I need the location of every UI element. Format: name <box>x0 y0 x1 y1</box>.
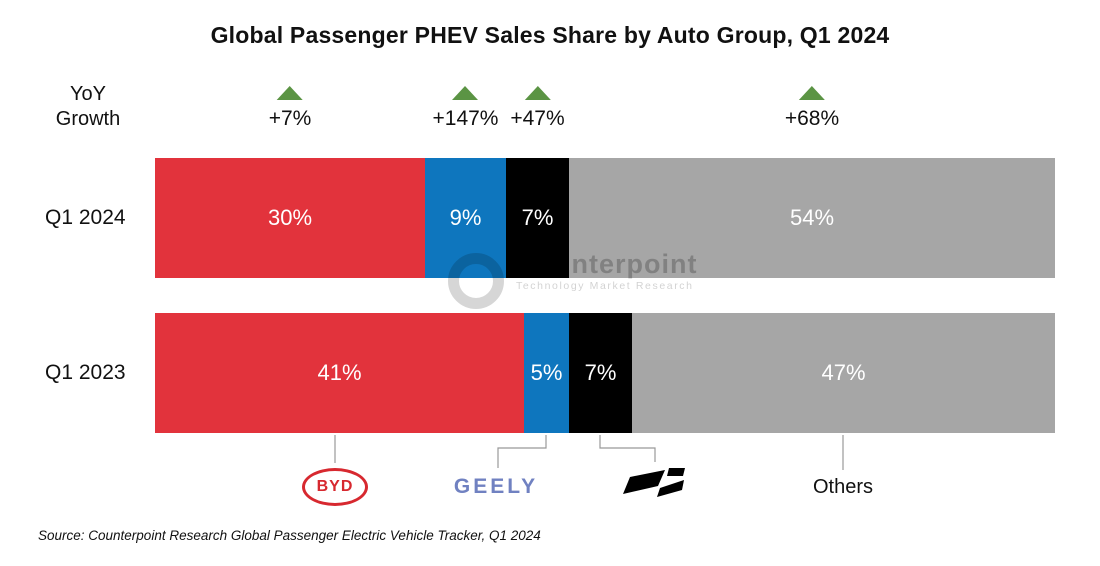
segment-value-label: 47% <box>821 360 866 385</box>
segment-value-label: 5% <box>530 360 563 385</box>
bar-segment-geely: 5% <box>524 313 569 433</box>
row-label: Q1 2024 <box>45 206 126 229</box>
growth-value: +68% <box>784 107 840 130</box>
growth-up-triangle-icon <box>524 86 551 100</box>
segment-value-label: 9% <box>449 205 482 230</box>
byd-logo-label: BYD <box>316 478 354 495</box>
bar-segment-others: 54% <box>569 158 1055 278</box>
growth-up-triangle-icon <box>277 86 303 100</box>
segment-value-label: 30% <box>267 205 313 230</box>
geely-logo: GEELY <box>453 475 539 498</box>
growth-value: +47% <box>510 107 565 130</box>
source-note: Source: Counterpoint Research Global Pas… <box>38 528 541 543</box>
yoy-growth-byd: +7% <box>268 86 312 131</box>
segments: 30% 9% 7% 54% <box>155 158 1055 278</box>
li-auto-logo-icon <box>623 466 687 507</box>
growth-value: +7% <box>268 107 312 130</box>
yoy-label-line2: Growth <box>55 108 121 130</box>
yoy-growth-others: +68% <box>785 86 839 131</box>
yoy-growth-li-auto: +47% <box>510 86 565 131</box>
bar-segment-byd: 41% <box>155 313 524 433</box>
segments: 41% 5% 7% 47% <box>155 313 1055 433</box>
byd-logo: BYD <box>302 468 368 506</box>
yoy-label-line1: YoY <box>70 83 106 105</box>
bar-segment-geely: 9% <box>425 158 506 278</box>
chart-title: Global Passenger PHEV Sales Share by Aut… <box>210 22 890 48</box>
bar-segment-others: 47% <box>632 313 1055 433</box>
bar-segment-li-auto: 7% <box>506 158 569 278</box>
bar-segment-li-auto: 7% <box>569 313 632 433</box>
segment-value-label: 7% <box>584 360 617 385</box>
segment-value-label: 7% <box>521 205 554 230</box>
growth-value: +147% <box>432 107 499 130</box>
bar-segment-byd: 30% <box>155 158 425 278</box>
row-label: Q1 2023 <box>45 361 126 384</box>
yoy-growth-axis-label: YoY Growth <box>0 82 176 132</box>
segment-value-label: 41% <box>317 360 362 385</box>
growth-up-triangle-icon <box>798 86 825 100</box>
yoy-growth-geely: +147% <box>432 86 499 131</box>
bar-row-q1-2023: Q1 2023 41% 5% 7% 47% <box>0 313 1100 433</box>
segment-value-label: 54% <box>789 205 835 230</box>
growth-up-triangle-icon <box>452 86 479 100</box>
bar-row-q1-2024: Q1 2024 30% 9% 7% 54% <box>0 158 1100 278</box>
others-label: Others <box>812 476 874 498</box>
